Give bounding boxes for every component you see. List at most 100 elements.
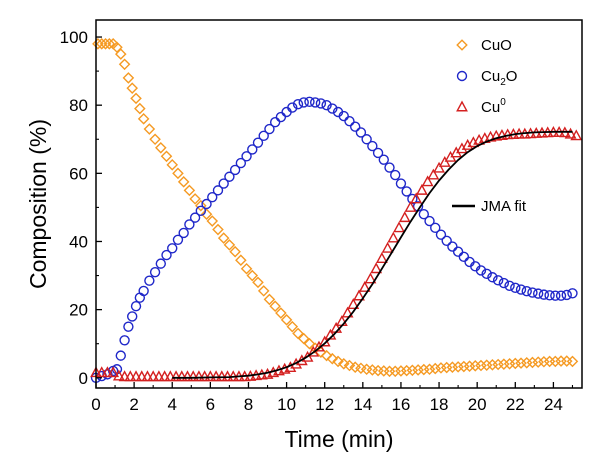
legend-label: Cu0 — [481, 97, 506, 116]
legend-label: Cu2O — [481, 68, 517, 88]
data-point — [526, 356, 539, 369]
data-point — [101, 366, 114, 378]
data-point — [555, 290, 567, 301]
data-point — [303, 337, 316, 350]
y-tick-label: 100 — [60, 28, 88, 47]
data-point — [189, 212, 201, 223]
data-point — [269, 117, 281, 128]
data-point — [95, 38, 108, 50]
data-point — [184, 219, 195, 230]
x-tick-label: 6 — [206, 395, 215, 414]
data-point — [107, 366, 120, 378]
data-point — [229, 164, 241, 176]
data-point — [143, 123, 156, 135]
data-point — [223, 239, 236, 251]
data-point — [264, 123, 275, 135]
data-point — [347, 298, 360, 309]
data-point — [229, 245, 241, 258]
data-point — [367, 140, 378, 152]
data-point — [122, 72, 135, 84]
data-point — [160, 150, 173, 163]
data-point — [458, 360, 470, 373]
legend-marker — [456, 70, 468, 82]
data-point — [321, 99, 332, 111]
data-point — [218, 178, 229, 189]
data-point — [201, 198, 212, 210]
legend-marker — [456, 39, 468, 51]
data-point — [395, 365, 407, 377]
data-point — [332, 355, 344, 368]
data-point — [135, 370, 148, 382]
x-axis: 0 2 4 6 8 10 12 14 16 18 20 22 24 — [91, 382, 574, 414]
data-point — [446, 361, 459, 374]
data-point — [564, 127, 577, 139]
data-point — [361, 134, 372, 145]
data-point — [189, 193, 201, 205]
data-point — [172, 234, 184, 245]
data-point — [217, 232, 230, 244]
x-tick-label: 14 — [353, 395, 372, 414]
x-tick-label: 2 — [129, 395, 138, 414]
data-point — [181, 370, 194, 382]
data-point — [138, 285, 149, 297]
legend-fit-entry: JMA fit — [452, 198, 527, 215]
x-tick-label: 0 — [91, 395, 100, 414]
y-axis: 0 20 40 60 80 100 — [60, 28, 102, 388]
data-point — [424, 215, 435, 227]
data-point — [527, 287, 538, 298]
data-point — [192, 370, 205, 382]
data-point — [327, 103, 338, 114]
data-point — [212, 185, 224, 196]
x-axis-title: Time (min) — [284, 426, 393, 452]
data-point — [155, 141, 167, 154]
data-point — [406, 364, 419, 377]
data-point — [195, 205, 207, 217]
data-point — [381, 241, 394, 253]
data-point — [210, 370, 222, 382]
data-point — [118, 370, 131, 382]
data-point — [566, 355, 579, 368]
data-point — [407, 193, 418, 205]
data-point — [378, 154, 389, 165]
series-triangle — [90, 125, 583, 382]
data-point — [304, 96, 315, 107]
data-point — [441, 235, 452, 247]
data-point — [353, 289, 365, 301]
data-point — [412, 364, 424, 376]
data-point — [509, 357, 522, 370]
data-point — [393, 221, 405, 233]
data-point — [400, 364, 413, 377]
x-tick-label: 20 — [468, 395, 487, 414]
data-point — [172, 167, 184, 180]
data-point — [147, 370, 160, 382]
data-point — [195, 199, 207, 212]
data-point — [387, 231, 400, 243]
y-tick-label: 40 — [69, 232, 88, 251]
data-point — [481, 268, 492, 280]
data-point — [206, 215, 219, 227]
data-point — [510, 282, 521, 294]
data-point — [286, 320, 299, 333]
data-point — [246, 269, 259, 282]
data-point — [430, 222, 441, 234]
x-tick-label: 4 — [168, 395, 177, 414]
data-point — [418, 363, 430, 376]
data-point — [204, 370, 217, 382]
data-point — [114, 48, 127, 60]
data-point — [280, 314, 293, 326]
data-point — [200, 208, 213, 221]
data-point — [258, 130, 269, 142]
data-point — [364, 272, 377, 284]
data-point — [92, 38, 104, 50]
data-point — [170, 370, 182, 382]
data-point — [544, 290, 555, 301]
data-point — [115, 350, 126, 361]
legend-series: CuO Cu2O Cu0 — [456, 37, 517, 116]
data-point — [338, 110, 349, 122]
data-point — [247, 144, 258, 155]
data-point — [458, 251, 470, 263]
x-tick-label: 8 — [244, 395, 253, 414]
data-point — [183, 184, 196, 197]
data-point — [123, 321, 134, 332]
